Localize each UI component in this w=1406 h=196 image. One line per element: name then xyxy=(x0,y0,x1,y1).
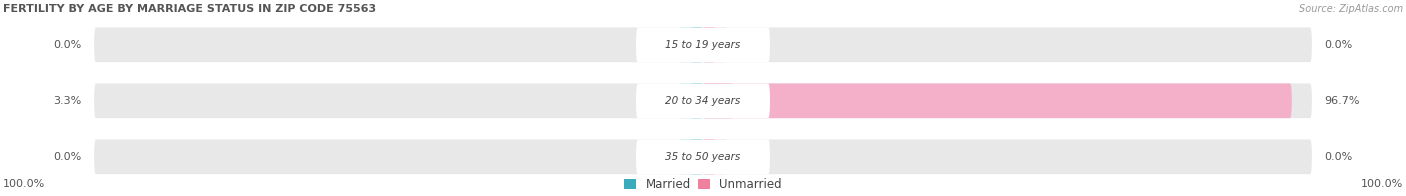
Text: 100.0%: 100.0% xyxy=(1361,179,1403,189)
Text: 0.0%: 0.0% xyxy=(1324,152,1353,162)
FancyBboxPatch shape xyxy=(690,83,703,118)
Text: 100.0%: 100.0% xyxy=(3,179,45,189)
FancyBboxPatch shape xyxy=(636,139,770,174)
Text: 96.7%: 96.7% xyxy=(1324,96,1360,106)
FancyBboxPatch shape xyxy=(94,139,1312,174)
Text: Source: ZipAtlas.com: Source: ZipAtlas.com xyxy=(1299,5,1403,15)
FancyBboxPatch shape xyxy=(703,27,727,62)
Text: 0.0%: 0.0% xyxy=(53,152,82,162)
Text: 0.0%: 0.0% xyxy=(53,40,82,50)
FancyBboxPatch shape xyxy=(703,27,716,62)
FancyBboxPatch shape xyxy=(636,83,770,118)
Text: 0.0%: 0.0% xyxy=(1324,40,1353,50)
FancyBboxPatch shape xyxy=(703,83,733,118)
Legend: Married, Unmarried: Married, Unmarried xyxy=(624,178,782,191)
FancyBboxPatch shape xyxy=(94,27,1312,62)
FancyBboxPatch shape xyxy=(679,27,703,62)
FancyBboxPatch shape xyxy=(703,83,1292,118)
FancyBboxPatch shape xyxy=(636,27,770,62)
Text: 35 to 50 years: 35 to 50 years xyxy=(665,152,741,162)
FancyBboxPatch shape xyxy=(679,83,703,118)
FancyBboxPatch shape xyxy=(94,83,1312,118)
Text: FERTILITY BY AGE BY MARRIAGE STATUS IN ZIP CODE 75563: FERTILITY BY AGE BY MARRIAGE STATUS IN Z… xyxy=(3,5,375,15)
Text: 20 to 34 years: 20 to 34 years xyxy=(665,96,741,106)
FancyBboxPatch shape xyxy=(703,139,727,174)
FancyBboxPatch shape xyxy=(690,139,703,174)
Text: 15 to 19 years: 15 to 19 years xyxy=(665,40,741,50)
Text: 3.3%: 3.3% xyxy=(53,96,82,106)
FancyBboxPatch shape xyxy=(703,139,716,174)
FancyBboxPatch shape xyxy=(679,139,703,174)
FancyBboxPatch shape xyxy=(690,27,703,62)
